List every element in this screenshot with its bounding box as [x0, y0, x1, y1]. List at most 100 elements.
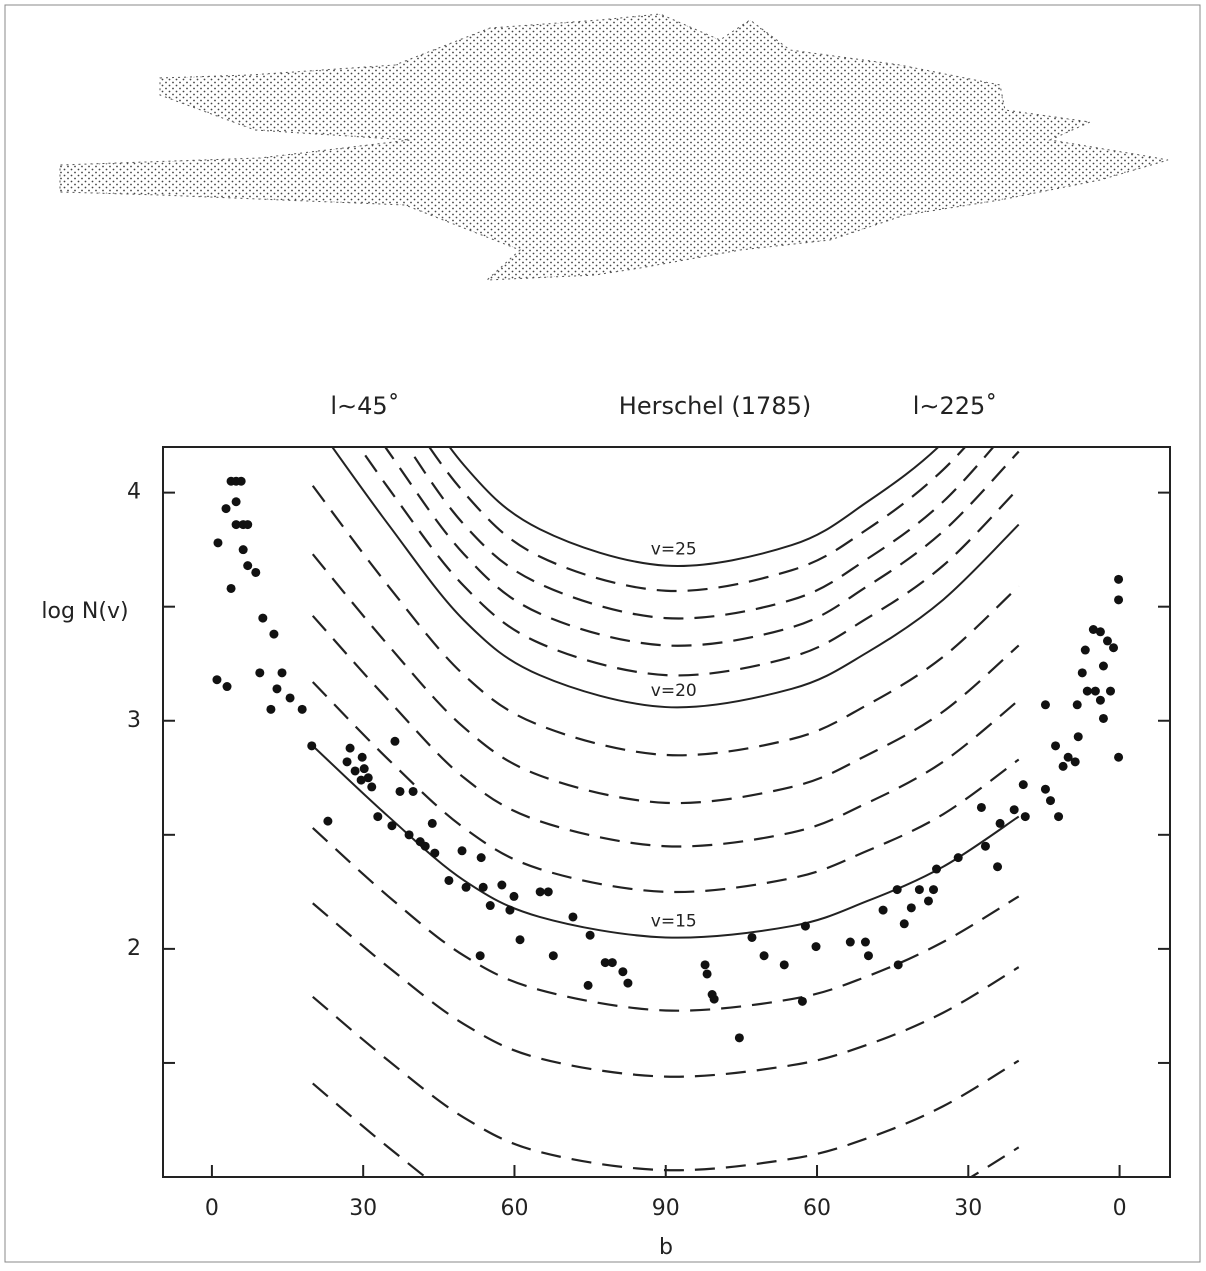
- data-point: [323, 816, 333, 826]
- data-point: [923, 896, 933, 906]
- data-point: [231, 520, 241, 530]
- data-point: [231, 497, 241, 507]
- data-point: [238, 545, 248, 555]
- data-point: [367, 782, 377, 792]
- data-point: [515, 935, 525, 945]
- y-tick-label: 3: [127, 708, 141, 733]
- data-point: [797, 996, 807, 1006]
- figure-border: [4, 4, 1201, 1263]
- data-point: [342, 757, 352, 767]
- data-point: [277, 668, 287, 678]
- data-point: [993, 862, 1003, 872]
- data-point: [1045, 796, 1055, 806]
- curve-label: v=20: [651, 681, 697, 701]
- curve-label: v=25: [651, 540, 697, 560]
- herschel-galaxy-drawing: [59, 13, 1169, 281]
- plot-area: [311, 447, 1020, 1177]
- data-point: [1051, 741, 1061, 751]
- model-curve: [312, 995, 1020, 1172]
- data-point: [568, 912, 578, 922]
- data-point: [258, 613, 268, 623]
- model-curve: [312, 902, 1020, 1078]
- model-curve: [311, 681, 1020, 894]
- data-point: [226, 583, 236, 593]
- curve-label: v=15: [651, 911, 697, 931]
- annotation: l∼45˚: [330, 392, 399, 420]
- data-point: [505, 905, 515, 915]
- data-point: [430, 848, 440, 858]
- data-point: [243, 561, 253, 571]
- model-curve: [331, 447, 1020, 709]
- data-point: [213, 538, 223, 548]
- data-point: [1040, 700, 1050, 710]
- data-point: [1109, 643, 1119, 653]
- data-point: [1077, 668, 1087, 678]
- model-curve: [311, 615, 1020, 848]
- data-point: [929, 885, 939, 895]
- model-curve: [427, 447, 967, 593]
- data-point: [387, 821, 397, 831]
- data-point: [497, 880, 507, 890]
- data-point: [618, 967, 628, 977]
- data-point: [976, 802, 986, 812]
- data-point: [357, 752, 367, 762]
- data-point: [212, 675, 222, 685]
- y-axis-label: log N(v): [41, 599, 128, 624]
- data-point: [759, 951, 769, 961]
- data-point: [914, 885, 924, 895]
- data-point: [461, 882, 471, 892]
- data-point: [307, 741, 317, 751]
- data-point: [457, 846, 467, 856]
- data-point: [585, 930, 595, 940]
- data-point: [779, 960, 789, 970]
- data-point: [800, 921, 810, 931]
- data-point: [509, 891, 519, 901]
- data-point: [600, 958, 610, 968]
- data-point: [1070, 757, 1080, 767]
- data-point: [255, 668, 265, 678]
- data-point: [878, 905, 888, 915]
- data-point: [980, 841, 990, 851]
- data-point: [583, 980, 593, 990]
- x-tick-label: 0: [205, 1196, 219, 1221]
- data-point: [222, 682, 232, 692]
- data-point: [623, 978, 633, 988]
- x-tick-label: 60: [803, 1196, 831, 1221]
- model-curve: [311, 553, 1020, 805]
- x-tick-label: 30: [954, 1196, 982, 1221]
- data-point: [363, 773, 373, 783]
- data-point: [893, 960, 903, 970]
- data-point: [709, 994, 719, 1004]
- data-point: [1098, 713, 1108, 723]
- model-curve: [448, 447, 940, 567]
- data-point: [269, 629, 279, 639]
- data-point: [1114, 752, 1124, 762]
- data-point: [1073, 732, 1083, 742]
- data-point: [1088, 625, 1098, 634]
- data-point: [899, 919, 909, 929]
- data-point: [243, 520, 253, 530]
- data-point: [1095, 627, 1105, 637]
- data-point: [1105, 686, 1115, 696]
- model-curve: [312, 1082, 1020, 1177]
- x-tick-label: 60: [500, 1196, 528, 1221]
- data-point: [356, 775, 366, 785]
- data-point: [478, 882, 488, 892]
- data-point: [345, 743, 355, 753]
- data-point: [395, 786, 405, 796]
- y-tick-label: 2: [127, 936, 141, 961]
- data-point: [1114, 595, 1124, 605]
- data-point: [297, 704, 307, 714]
- data-point: [1018, 780, 1028, 790]
- data-point: [1040, 784, 1050, 794]
- data-point: [548, 951, 558, 961]
- data-point: [1114, 574, 1124, 584]
- data-point: [485, 901, 495, 911]
- data-point: [1063, 752, 1073, 762]
- data-point: [845, 937, 855, 947]
- data-point: [932, 864, 942, 874]
- data-point: [420, 841, 430, 851]
- data-point: [1054, 812, 1064, 822]
